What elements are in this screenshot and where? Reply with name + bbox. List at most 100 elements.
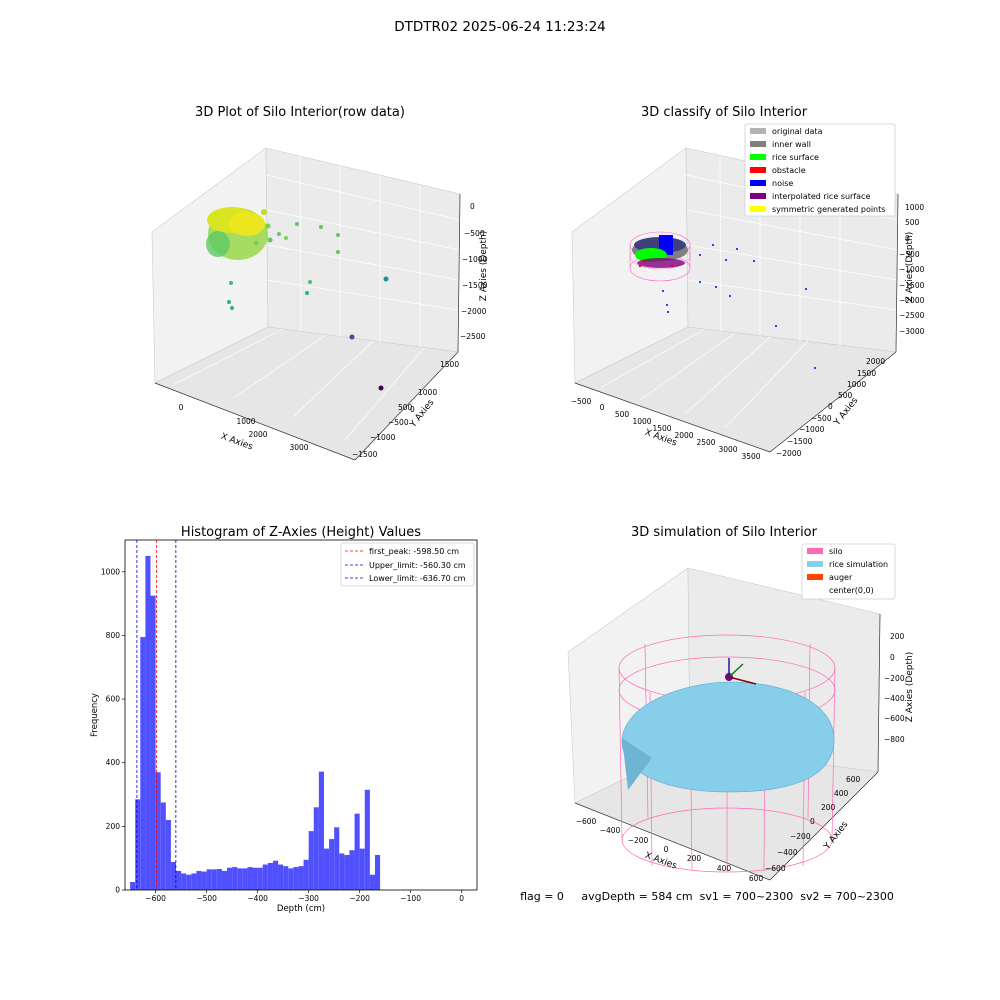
- histogram-bar: [176, 870, 182, 890]
- simulation-z-tick: −200: [884, 674, 905, 683]
- simulation-y-tick: 200: [821, 803, 836, 812]
- histogram-bars: [130, 555, 381, 890]
- raw-z-tick: −500: [464, 229, 485, 238]
- histogram-bar: [211, 869, 217, 890]
- legend-swatch-auger: [807, 574, 823, 580]
- classify-point-cloud: [629, 231, 816, 369]
- y-tick-label: 400: [106, 758, 121, 767]
- classify-x-tick: 3000: [718, 445, 737, 454]
- histogram-bar: [181, 873, 187, 890]
- histogram-bar: [252, 867, 258, 890]
- histogram-reference-lines: [136, 540, 177, 890]
- histogram-bar: [369, 874, 375, 890]
- simulation-x-label: X Axies: [643, 851, 678, 872]
- figure-suptitle: DTDTR02 2025-06-24 11:23:24: [394, 19, 606, 35]
- histogram-bar: [145, 555, 151, 890]
- simulation-y-tick: 0: [810, 817, 815, 826]
- histogram-bar: [155, 772, 161, 890]
- histogram-bar: [186, 874, 192, 890]
- x-tick-label: −600: [145, 894, 166, 903]
- histogram-bar: [339, 853, 345, 890]
- legend-swatch-silo: [807, 548, 823, 554]
- classify-z-tick: −1000: [899, 265, 925, 274]
- classify-x-tick: 2000: [674, 431, 693, 440]
- raw-z-tick: −1000: [462, 255, 488, 264]
- classify-y-tick: 1000: [847, 380, 866, 389]
- histogram-bar: [349, 850, 355, 890]
- legend-swatch-original-data: [750, 128, 766, 134]
- histogram-bar: [257, 867, 263, 890]
- legend-swatch-rice: [807, 561, 823, 567]
- legend-label: original data: [772, 127, 823, 136]
- classify-x-tick: 2500: [696, 438, 715, 447]
- classify-y-tick: 0: [828, 402, 833, 411]
- histogram-bar: [303, 859, 309, 890]
- histogram-bar: [272, 860, 279, 890]
- raw-y-tick: −1000: [370, 433, 396, 442]
- y-tick-label: 200: [106, 822, 121, 831]
- histogram-bar: [165, 820, 171, 890]
- panel-raw-3d: 3D Plot of Silo Interior(row data): [151, 105, 489, 461]
- histogram-bar: [232, 867, 238, 890]
- histogram-y-ticks: 0 200 400 600 800 1000: [101, 567, 125, 895]
- simulation-x-tick: −400: [600, 826, 621, 835]
- auger-axes: [725, 658, 757, 685]
- raw-x-tick: 2000: [248, 430, 267, 439]
- histogram-x-ticks: −600 −500 −400 −300 −200 −100 0: [145, 890, 464, 903]
- classify-y-tick: 1500: [857, 369, 876, 378]
- simulation-title: 3D simulation of Silo Interior: [631, 525, 818, 540]
- legend-label: symmetric generated points: [772, 205, 885, 214]
- x-tick-label: −400: [247, 894, 268, 903]
- histogram-bar: [242, 868, 248, 890]
- y-tick-label: 600: [106, 695, 121, 704]
- raw-x-tick: 0: [179, 403, 184, 412]
- histogram-bar: [140, 637, 146, 890]
- simulation-x-tick: −600: [576, 817, 597, 826]
- classify-z-ticks: 1000 500 0 −500 −1000 −1500 −2000 −2500 −3000: [899, 203, 925, 336]
- raw-axes-box: [151, 147, 461, 461]
- histogram-bar: [150, 595, 156, 890]
- histogram-bar: [323, 848, 330, 890]
- panel-raw-title: 3D Plot of Silo Interior(row data): [195, 105, 405, 120]
- classify-z-tick: −1500: [899, 281, 925, 290]
- raw-y-tick: 500: [398, 403, 413, 412]
- legend-swatch-noise: [750, 180, 766, 186]
- panel-simulation-3d: 3D simulation of Silo Interior: [567, 525, 915, 883]
- legend-label: obstacle: [772, 166, 806, 175]
- simulation-x-tick: −200: [628, 836, 649, 845]
- y-tick-label: 0: [115, 886, 120, 895]
- simulation-z-tick: −600: [884, 714, 905, 723]
- histogram-bar: [344, 855, 350, 890]
- classify-z-tick: −2500: [899, 311, 925, 320]
- simulation-y-tick: −200: [790, 832, 811, 841]
- histogram-bar: [329, 839, 335, 890]
- raw-x-tick: 3000: [289, 443, 308, 452]
- raw-z-tick: −2500: [460, 332, 486, 341]
- legend-label: first_peak: -598.50 cm: [369, 547, 459, 556]
- legend-label: silo: [829, 547, 843, 556]
- histogram-legend: first_peak: -598.50 cm Upper_limit: -560…: [340, 542, 475, 587]
- raw-y-tick: 1500: [440, 360, 459, 369]
- simulation-z-ticks: 200 0 −200 −400 −600 −800: [884, 632, 905, 744]
- legend-label: Upper_limit: -560.30 cm: [369, 561, 466, 570]
- histogram-y-label: Frequency: [90, 693, 100, 737]
- legend-label: interpolated rice surface: [772, 192, 870, 201]
- legend-label: rice simulation: [829, 560, 888, 569]
- histogram-bar: [237, 868, 243, 890]
- classify-y-tick: −500: [811, 414, 832, 423]
- raw-z-label: Z Axies (Depth): [479, 231, 489, 302]
- histogram-bar: [359, 848, 365, 890]
- classify-z-tick: −3000: [899, 327, 925, 336]
- classify-y-ticks: 2000 1500 1000 500 0 −500 −1000 −1500 −2000: [776, 357, 885, 458]
- histogram-frame: [124, 539, 478, 891]
- x-tick-label: 0: [459, 894, 464, 903]
- legend-label: noise: [772, 179, 793, 188]
- histogram-bar: [206, 869, 212, 890]
- simulation-y-tick: 400: [834, 789, 849, 798]
- histogram-bar: [318, 771, 324, 890]
- raw-x-tick: 1000: [236, 417, 255, 426]
- x-tick-label: −500: [196, 894, 217, 903]
- raw-y-tick: 1000: [418, 388, 437, 397]
- histogram-bar: [221, 870, 228, 890]
- simulation-x-tick: 400: [717, 864, 732, 873]
